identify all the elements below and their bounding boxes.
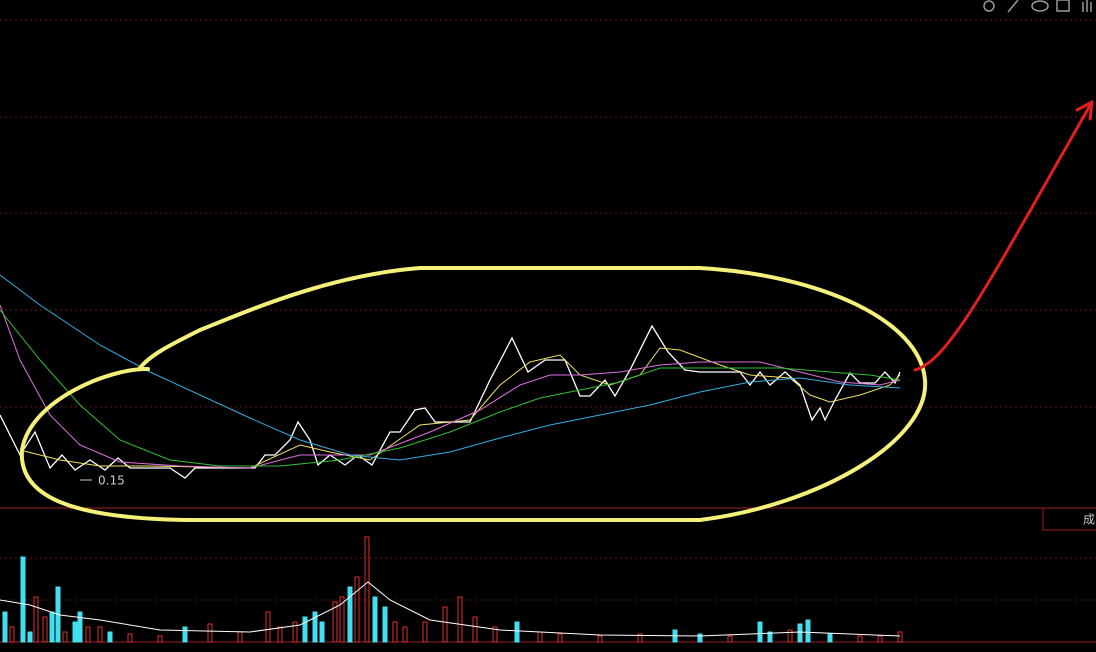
volume-bar bbox=[157, 635, 163, 643]
volume-bar bbox=[382, 606, 388, 643]
volume-bar bbox=[312, 611, 318, 643]
price-panel bbox=[0, 274, 901, 479]
volume-bar bbox=[857, 635, 863, 643]
volume-bar bbox=[62, 631, 68, 643]
volume-bar bbox=[182, 626, 188, 643]
price-line bbox=[0, 309, 901, 467]
volume-bar bbox=[292, 621, 298, 643]
volume-bar bbox=[302, 616, 308, 643]
side-label: 成 bbox=[1083, 513, 1095, 527]
volume-bar bbox=[85, 626, 91, 643]
volume-bar bbox=[319, 621, 325, 643]
price-line bbox=[0, 324, 901, 479]
toolbar bbox=[983, 0, 1092, 13]
store-icon[interactable] bbox=[1056, 0, 1070, 12]
volume-bar bbox=[2, 611, 8, 643]
volume-bar bbox=[107, 631, 113, 643]
volume-bar bbox=[207, 623, 213, 643]
highlight-ellipse bbox=[19, 266, 928, 522]
volume-bar bbox=[557, 633, 563, 643]
volume-bar bbox=[27, 631, 33, 643]
volume-bar bbox=[42, 616, 48, 643]
volume-bar bbox=[727, 635, 733, 643]
volume-bar bbox=[514, 621, 520, 643]
view-icon[interactable] bbox=[1031, 0, 1049, 12]
volume-bar bbox=[877, 635, 883, 643]
volume-bar bbox=[372, 596, 378, 643]
side-box bbox=[1042, 507, 1096, 531]
volume-bar bbox=[277, 626, 283, 643]
volume-bar bbox=[9, 626, 15, 643]
hand-icon[interactable] bbox=[1082, 0, 1092, 12]
volume-bar bbox=[697, 633, 703, 643]
volume-bar bbox=[492, 626, 498, 643]
volume-bar bbox=[402, 626, 408, 643]
volume-bar bbox=[797, 623, 803, 643]
volume-bar bbox=[332, 601, 338, 643]
volume-bar bbox=[339, 596, 345, 643]
volume-bar bbox=[265, 611, 271, 643]
volume-bar bbox=[457, 596, 463, 643]
grid bbox=[0, 19, 1096, 601]
volume-bar bbox=[72, 621, 78, 643]
price-line bbox=[19, 347, 901, 469]
volume-bar bbox=[33, 596, 39, 643]
volume-bar bbox=[537, 631, 543, 643]
volume-bar bbox=[897, 631, 903, 643]
volume-bar bbox=[637, 633, 643, 643]
volume-ma-line bbox=[0, 581, 901, 637]
volume-bar bbox=[49, 611, 55, 643]
volume-bar bbox=[392, 621, 398, 643]
volume-bar bbox=[787, 629, 793, 643]
volume-bar bbox=[20, 556, 26, 643]
volume-bar bbox=[805, 619, 811, 643]
volume-bar bbox=[97, 626, 103, 643]
volume-bar bbox=[597, 635, 603, 643]
volume-bar bbox=[364, 536, 370, 643]
volume-bar bbox=[347, 586, 353, 643]
trend-arrow bbox=[913, 100, 1094, 372]
volume-bar bbox=[827, 633, 833, 643]
volume-bar bbox=[237, 631, 243, 643]
volume-bar bbox=[767, 631, 773, 643]
volume-bar bbox=[472, 616, 478, 643]
volume-bar bbox=[757, 621, 763, 643]
draw-icon[interactable] bbox=[1007, 0, 1019, 13]
volume-bar bbox=[77, 611, 83, 643]
volume-bar bbox=[442, 606, 448, 643]
volume-bar bbox=[354, 576, 360, 643]
price-line bbox=[0, 274, 901, 461]
volume-bar bbox=[422, 621, 428, 643]
volume-panel bbox=[0, 536, 903, 643]
price-annotation: 0.15 bbox=[98, 474, 125, 488]
price-line bbox=[0, 304, 901, 469]
volume-bar bbox=[127, 633, 133, 643]
settings-icon[interactable] bbox=[983, 0, 995, 12]
